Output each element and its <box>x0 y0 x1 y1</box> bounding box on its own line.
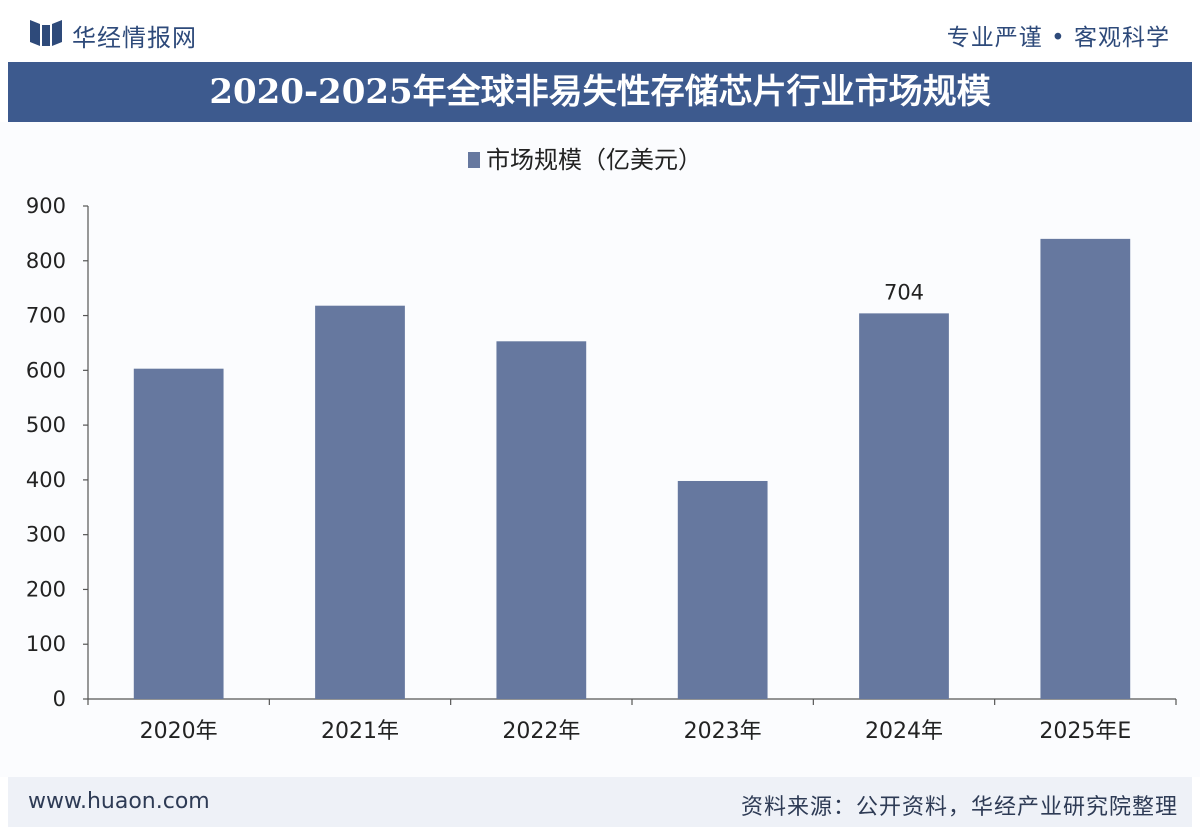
y-tick-label: 100 <box>26 632 66 656</box>
y-tick-label: 300 <box>26 523 66 547</box>
y-tick-label: 900 <box>26 194 66 218</box>
y-tick-label: 500 <box>26 413 66 437</box>
x-tick-label: 2023年 <box>684 719 762 744</box>
chart-title: 2020-2025年全球非易失性存储芯片行业市场规模 <box>209 72 991 112</box>
y-tick-label: 0 <box>53 687 66 711</box>
website-url[interactable]: www.huaon.com <box>28 789 210 814</box>
y-tick-label: 800 <box>26 249 66 273</box>
y-tick-label: 200 <box>26 577 66 601</box>
data-source: 资料来源：公开资料，华经产业研究院整理 <box>740 795 1178 820</box>
bar-chart: 市场规模（亿美元） 0 100 200 300 400 500 600 700 800 900 202… <box>26 146 1177 744</box>
legend-swatch <box>468 152 480 168</box>
bar-3 <box>677 480 768 699</box>
x-tick-label: 2024年 <box>865 719 943 744</box>
y-tick-label: 400 <box>26 468 66 492</box>
brand-name: 华经情报网 <box>72 24 197 52</box>
legend-label: 市场规模（亿美元） <box>486 146 702 174</box>
bar-0 <box>133 368 224 699</box>
logo-icon <box>30 20 62 46</box>
y-tick-label: 700 <box>26 304 66 328</box>
x-tick-label: 2025年E <box>1039 719 1131 744</box>
bar-5 <box>1040 238 1131 699</box>
bar-1 <box>315 305 405 699</box>
x-tick-label: 2022年 <box>502 719 580 744</box>
y-tick-label: 600 <box>26 358 66 382</box>
data-label: 704 <box>884 280 924 304</box>
x-tick-label: 2021年 <box>321 719 399 744</box>
slogan: 专业严谨 • 客观科学 <box>946 25 1170 51</box>
top-bar: 华经情报网 专业严谨 • 客观科学 <box>0 0 1200 62</box>
x-tick-label: 2020年 <box>140 719 218 744</box>
bar-2 <box>496 341 587 699</box>
footer: www.huaon.com 资料来源：公开资料，华经产业研究院整理 <box>8 777 1192 827</box>
bar-4 <box>859 313 949 699</box>
title-band: 2020-2025年全球非易失性存储芯片行业市场规模 <box>8 62 1192 122</box>
